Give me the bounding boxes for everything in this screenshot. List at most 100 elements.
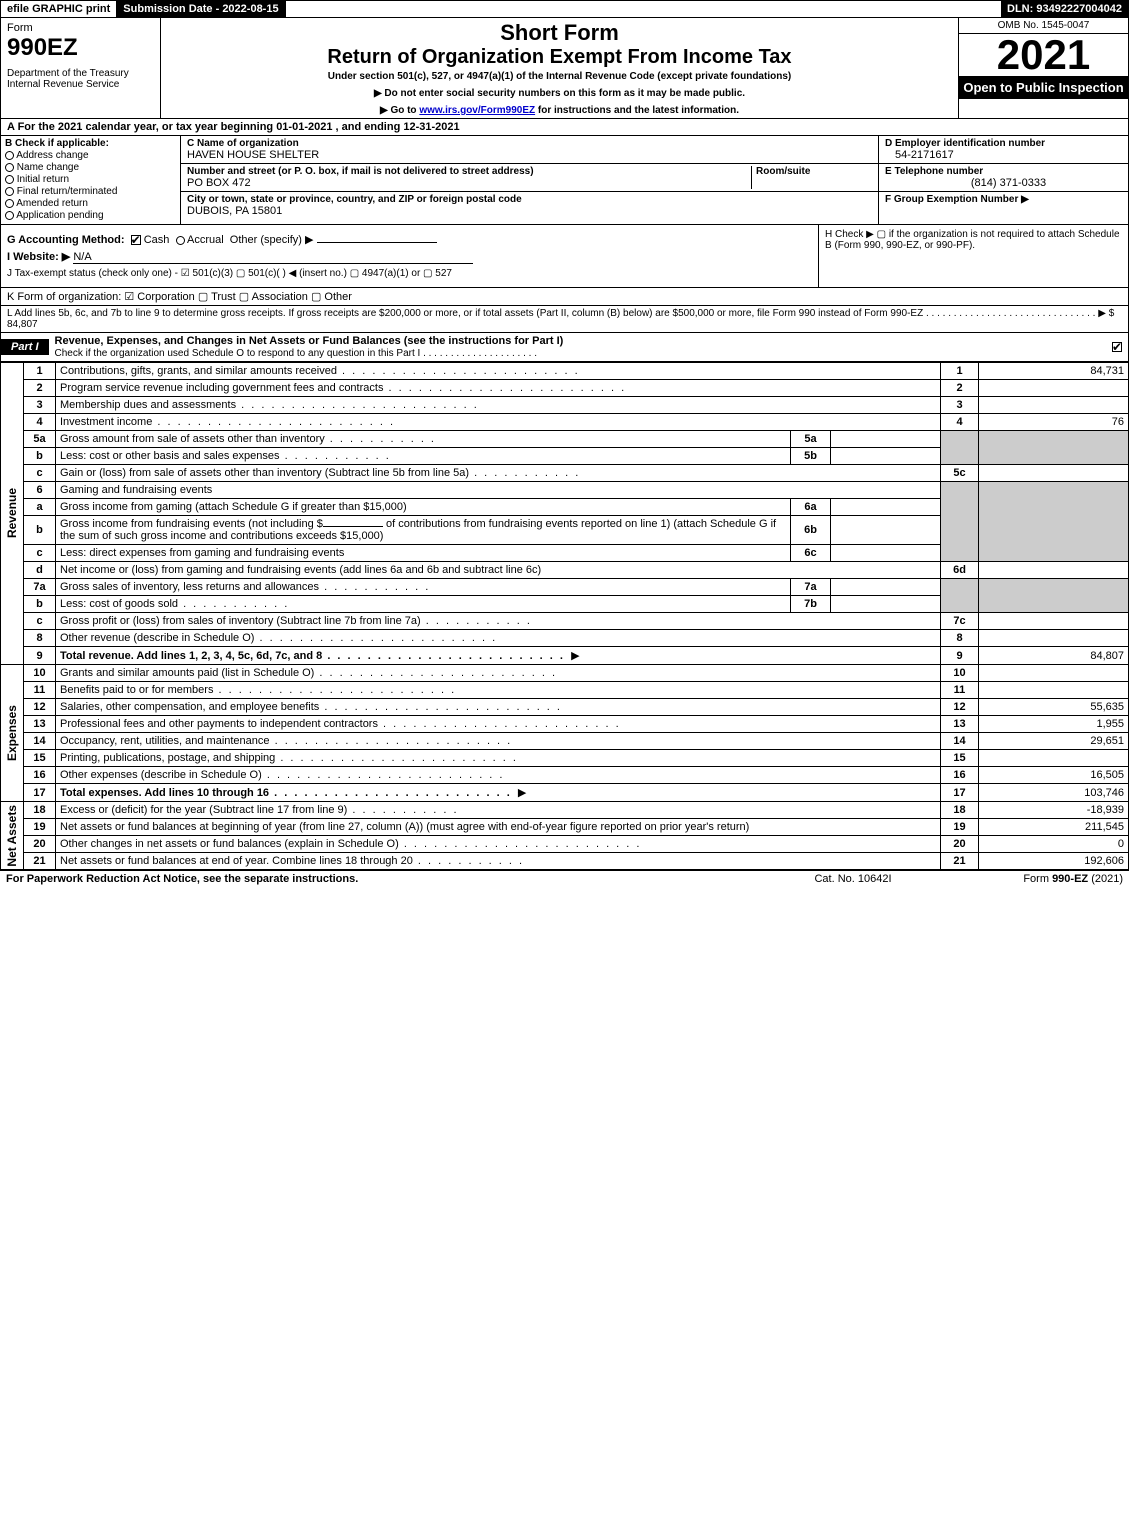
d12: Salaries, other compensation, and employ… <box>56 699 941 716</box>
phone-value: (814) 371-0333 <box>885 177 1122 189</box>
ln6d: 6d <box>941 562 979 579</box>
n20: 20 <box>24 836 56 853</box>
side-net-assets: Net Assets <box>1 802 24 870</box>
amt4: 76 <box>979 414 1129 431</box>
cb-cash[interactable] <box>131 235 141 245</box>
d16: Other expenses (describe in Schedule O) <box>56 767 941 784</box>
shade5b <box>979 431 1129 465</box>
n17: 17 <box>24 784 56 802</box>
ln12: 12 <box>941 699 979 716</box>
col-def: D Employer identification number 54-2171… <box>878 136 1128 224</box>
ln17: 17 <box>941 784 979 802</box>
ln19: 19 <box>941 819 979 836</box>
other-input[interactable] <box>317 242 437 243</box>
col-c-org-info: C Name of organization HAVEN HOUSE SHELT… <box>181 136 878 224</box>
e-label: E Telephone number <box>885 166 983 177</box>
ln18: 18 <box>941 802 979 819</box>
instruction-2: ▶ Go to www.irs.gov/Form990EZ for instru… <box>167 105 952 116</box>
part-i-checkbox[interactable] <box>1106 339 1128 355</box>
d1: Contributions, gifts, grants, and simila… <box>56 363 941 380</box>
shade6 <box>941 482 979 562</box>
irs-link[interactable]: www.irs.gov/Form990EZ <box>419 105 535 116</box>
sn5a: 5a <box>791 431 831 448</box>
n14: 14 <box>24 733 56 750</box>
d3: Membership dues and assessments <box>56 397 941 414</box>
instr2-prefix: ▶ Go to <box>380 105 419 116</box>
n21: 21 <box>24 853 56 870</box>
d6a: Gross income from gaming (attach Schedul… <box>56 499 791 516</box>
amt13: 1,955 <box>979 716 1129 733</box>
amt16: 16,505 <box>979 767 1129 784</box>
n8: 8 <box>24 630 56 647</box>
tax-year: 2021 <box>959 34 1128 76</box>
fundraising-blank[interactable] <box>323 526 383 527</box>
ln3: 3 <box>941 397 979 414</box>
f-group-exemption: F Group Exemption Number ▶ <box>879 192 1128 207</box>
i-website: I Website: ▶ N/A <box>7 250 812 264</box>
amt3 <box>979 397 1129 414</box>
n5b: b <box>24 448 56 465</box>
amt9: 84,807 <box>979 647 1129 665</box>
short-form-title: Short Form <box>167 20 952 46</box>
ln10: 10 <box>941 665 979 682</box>
cb-app-pending[interactable]: Application pending <box>5 210 176 221</box>
ghij-left: G Accounting Method: Cash Accrual Other … <box>1 225 818 287</box>
amt6d <box>979 562 1129 579</box>
d-ein: D Employer identification number 54-2171… <box>879 136 1128 164</box>
form-header: Form 990EZ Department of the Treasury In… <box>0 18 1129 119</box>
ln15: 15 <box>941 750 979 767</box>
n9: 9 <box>24 647 56 665</box>
d21: Net assets or fund balances at end of ye… <box>56 853 941 870</box>
g-accounting: G Accounting Method: Cash Accrual Other … <box>7 233 812 246</box>
d18: Excess or (deficit) for the year (Subtra… <box>56 802 941 819</box>
d7b: Less: cost of goods sold <box>56 596 791 613</box>
d9: Total revenue. Add lines 1, 2, 3, 4, 5c,… <box>56 647 941 665</box>
n1: 1 <box>24 363 56 380</box>
sn7a: 7a <box>791 579 831 596</box>
amt20: 0 <box>979 836 1129 853</box>
amt1: 84,731 <box>979 363 1129 380</box>
n6d: d <box>24 562 56 579</box>
lines-table: Revenue 1 Contributions, gifts, grants, … <box>0 362 1129 870</box>
dln-number: DLN: 93492227004042 <box>1001 1 1128 17</box>
n6a: a <box>24 499 56 516</box>
ein-value: 54-2171617 <box>885 149 954 161</box>
d2: Program service revenue including govern… <box>56 380 941 397</box>
e-phone: E Telephone number (814) 371-0333 <box>879 164 1128 192</box>
cb-accrual[interactable] <box>176 236 185 245</box>
amt19: 211,545 <box>979 819 1129 836</box>
cb-amended-return[interactable]: Amended return <box>5 198 176 209</box>
cb-final-return[interactable]: Final return/terminated <box>5 186 176 197</box>
city-label: City or town, state or province, country… <box>187 194 522 205</box>
n19: 19 <box>24 819 56 836</box>
ln5c: 5c <box>941 465 979 482</box>
d5a: Gross amount from sale of assets other t… <box>56 431 791 448</box>
d13: Professional fees and other payments to … <box>56 716 941 733</box>
n5a: 5a <box>24 431 56 448</box>
n18: 18 <box>24 802 56 819</box>
efile-print-label[interactable]: efile GRAPHIC print <box>1 1 117 17</box>
ln7c: 7c <box>941 613 979 630</box>
i-label: I Website: ▶ <box>7 251 70 263</box>
footer-form: Form 990-EZ (2021) <box>943 873 1123 885</box>
sn7b: 7b <box>791 596 831 613</box>
cb-initial-return[interactable]: Initial return <box>5 174 176 185</box>
f-label: F Group Exemption Number ▶ <box>885 194 1029 205</box>
d6b: Gross income from fundraising events (no… <box>56 516 791 545</box>
cb-name-change[interactable]: Name change <box>5 162 176 173</box>
c-address-row: Number and street (or P. O. box, if mail… <box>181 164 878 192</box>
ln8: 8 <box>941 630 979 647</box>
cb-address-change[interactable]: Address change <box>5 150 176 161</box>
part-i-title: Revenue, Expenses, and Changes in Net As… <box>49 333 1106 361</box>
d17: Total expenses. Add lines 10 through 16 … <box>56 784 941 802</box>
topbar-spacer <box>286 1 1001 17</box>
cash-label: Cash <box>144 234 170 246</box>
sv7a <box>831 579 941 596</box>
l-amount: 84,807 <box>7 319 38 330</box>
d15: Printing, publications, postage, and shi… <box>56 750 941 767</box>
n7c: c <box>24 613 56 630</box>
ln13: 13 <box>941 716 979 733</box>
d5b: Less: cost or other basis and sales expe… <box>56 448 791 465</box>
d5c: Gain or (loss) from sale of assets other… <box>56 465 941 482</box>
addr-label: Number and street (or P. O. box, if mail… <box>187 166 534 177</box>
